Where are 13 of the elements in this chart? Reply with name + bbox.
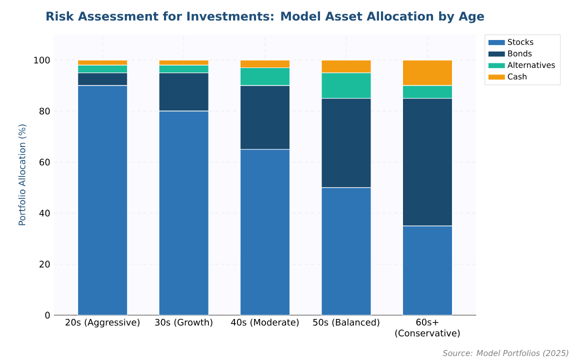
y-axis-title: Portfolio Allocation (%) [18,124,26,226]
x-tick-label: 50s (Balanced) [313,318,380,327]
y-tick-label: 80 [40,108,50,115]
x-tick-label: 60s+ (Conservative) [395,318,460,338]
y-tick-label: 60 [40,158,50,166]
x-tick-label: 30s (Growth) [155,318,212,327]
y-tick-label: 0 [45,312,50,319]
chart-title: Risk Assessment for Investments: Model Asset Allocation by Age [46,11,484,24]
y-tick-label: 100 [34,56,50,64]
y-tick-label: 40 [39,210,50,217]
y-tick-label: 20 [40,260,50,268]
x-tick-label: 40s (Moderate) [231,318,299,327]
x-tick-label: 20s (Aggressive) [66,318,140,328]
